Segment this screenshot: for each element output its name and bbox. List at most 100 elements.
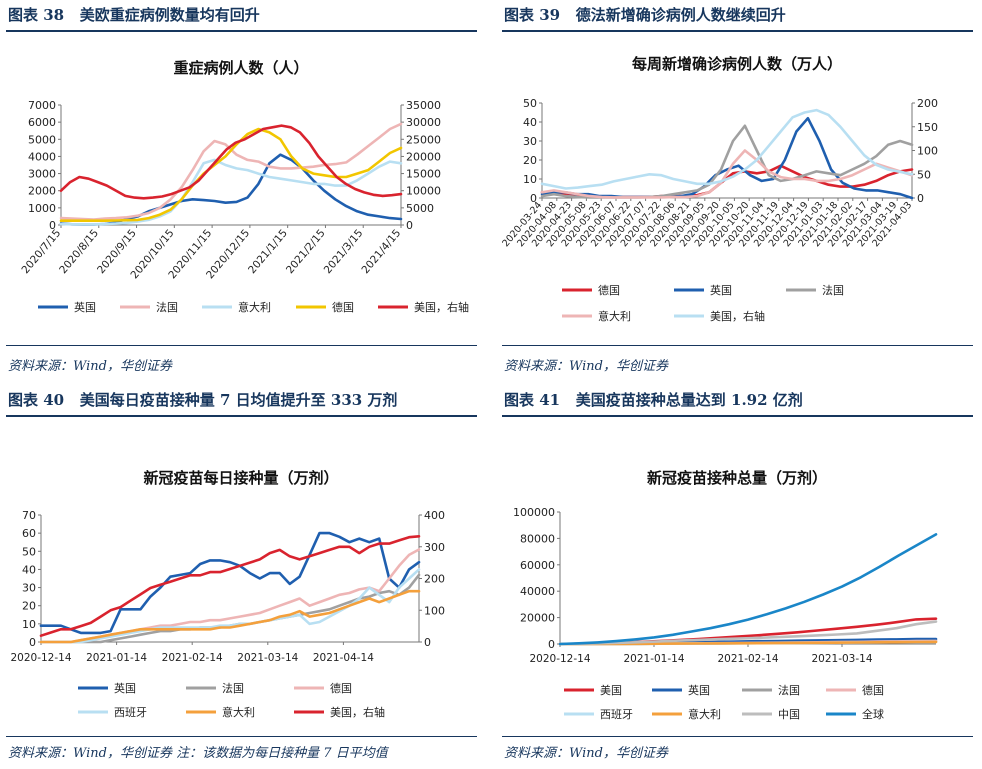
series-line-4 (59, 124, 403, 200)
y-tick-label-left: 20 (523, 154, 537, 167)
y-tick-label-left: 6000 (28, 116, 56, 129)
y-tick-label-right: 200 (424, 573, 445, 586)
y-tick-label-right: 25000 (406, 133, 441, 146)
legend-label: 德国 (330, 681, 352, 695)
series-line-2 (59, 158, 403, 226)
y-tick-label-right: 400 (424, 509, 445, 522)
chart-title: 每周新增确诊病例人数（万人） (632, 55, 842, 73)
source-rule (502, 345, 973, 346)
legend-label: 全球 (862, 707, 884, 721)
title-rule (502, 415, 973, 417)
x-tick-label: 2021-01-14 (623, 653, 684, 665)
series-line-3 (540, 149, 914, 199)
y-tick-label-right: 300 (424, 541, 445, 554)
legend-label: 英国 (114, 681, 136, 695)
legend-label: 法国 (778, 683, 800, 697)
series-line-5 (39, 535, 421, 637)
figure-title: 图表 39 德法新增确诊病例人数继续回升 (504, 6, 786, 24)
y-tick-label-right: 200 (917, 97, 938, 110)
y-tick-label-right: 100 (424, 604, 445, 617)
legend-label: 美国，右轴 (414, 300, 469, 314)
source-rule (6, 736, 477, 737)
y-tick-label-left: 0 (49, 219, 56, 232)
chart-title: 重症病例人数（人） (173, 59, 308, 77)
y-tick-label-left: 0 (530, 192, 537, 205)
source-note: 资料来源：Wind，华创证券 (504, 746, 668, 761)
legend-label: 意大利 (238, 300, 271, 314)
y-tick-label-left: 1000 (28, 202, 56, 215)
figure-41: 图表 41 美国疫苗接种总量达到 1.92 亿剂 新冠疫苗接种总量（万剂） 0 20… (502, 385, 973, 769)
y-tick-label-left: 100000 (513, 506, 555, 519)
legend-label: 意大利 (688, 707, 721, 721)
y-tick-label-left: 20 (22, 600, 36, 613)
y-tick-label-left: 10 (22, 618, 36, 631)
y-tick-label-left: 0 (548, 638, 555, 651)
chart-total-vaccinations: 新冠疫苗接种总量（万剂） 0 20000 40000 60000 80000 100000 2… (513, 469, 938, 721)
y-tick-label-right: 0 (917, 192, 924, 205)
y-tick-label-left: 40 (22, 563, 36, 576)
figure-38: 图表 38 美欧重症病例数量均有回升 重症病例人数（人） 0 1000 2000 300… (6, 0, 477, 384)
legend-label: 德国 (862, 683, 884, 697)
y-tick-label-left: 0 (29, 636, 36, 649)
chart-weekly-new-cases: 每周新增确诊病例人数（万人）01020304050050100150200202… (502, 55, 938, 323)
y-tick-label-left: 2000 (28, 185, 56, 198)
legend-label: 中国 (778, 708, 800, 721)
legend-label: 法国 (156, 300, 178, 314)
title-rule (6, 30, 477, 32)
y-tick-label-left: 4000 (28, 150, 56, 163)
x-tick-label: 2020-12-14 (10, 652, 71, 664)
y-tick-label-left: 3000 (28, 168, 56, 181)
y-tick-label-left: 20000 (520, 612, 555, 625)
legend-label: 意大利 (598, 309, 631, 323)
y-tick-label-left: 50 (523, 97, 537, 110)
x-tick-label: 2021/4/15 (359, 227, 403, 276)
figure-title: 图表 38 美欧重症病例数量均有回升 (8, 6, 260, 24)
x-tick-label: 2021-02-14 (717, 653, 778, 665)
legend-label: 法国 (222, 681, 244, 695)
legend-label: 西班牙 (114, 706, 147, 719)
x-tick-label: 2021-03-14 (237, 652, 298, 664)
legend-label: 美国 (600, 684, 622, 697)
series-line-6 (558, 620, 938, 646)
y-tick-label-left: 7000 (28, 99, 56, 112)
series-line-7 (558, 533, 938, 646)
x-tick-label: 2021-01-14 (86, 652, 147, 664)
y-tick-label-right: 5000 (406, 202, 434, 215)
y-tick-label-left: 70 (22, 509, 36, 522)
series-line-1 (59, 122, 403, 221)
legend-label: 英国 (688, 683, 710, 697)
legend-label: 美国，右轴 (330, 705, 385, 719)
legend-label: 意大利 (222, 705, 255, 719)
source-rule (502, 736, 973, 737)
series-line-4 (540, 108, 914, 190)
y-tick-label-left: 80000 (520, 532, 555, 545)
y-tick-label-left: 40 (523, 116, 537, 129)
series-line-4 (39, 589, 421, 644)
source-note: 资料来源：Wind，华创证券 (8, 359, 172, 374)
y-tick-label-right: 100 (917, 145, 938, 158)
y-tick-label-right: 50 (917, 168, 931, 181)
figure-39: 图表 39 德法新增确诊病例人数继续回升 每周新增确诊病例人数（万人） 0 10 20… (502, 0, 973, 384)
legend-label: 德国 (598, 283, 620, 297)
x-tick-label: 2021-03-14 (811, 653, 872, 665)
y-tick-label-left: 60000 (520, 559, 555, 572)
figure-40: 图表 40 美国每日疫苗接种量 7 日均值提升至 333 万剂 新冠疫苗每日接种… (6, 385, 477, 769)
source-rule (6, 345, 477, 346)
title-rule (6, 415, 477, 417)
y-tick-label-right: 35000 (406, 99, 441, 112)
source-note: 资料来源：Wind，华创证券 (504, 359, 668, 374)
legend-label: 德国 (332, 300, 354, 314)
y-tick-label-left: 10 (523, 173, 537, 186)
series-line-0 (39, 531, 421, 635)
x-tick-label: 2020-12-14 (529, 653, 590, 665)
y-tick-label-left: 40000 (520, 585, 555, 598)
y-tick-label-right: 20000 (406, 150, 441, 163)
y-tick-label-left: 50 (22, 545, 36, 558)
chart-title: 新冠疫苗接种总量（万剂） (647, 469, 827, 487)
y-tick-label-left: 5000 (28, 133, 56, 146)
y-tick-label-right: 30000 (406, 116, 441, 129)
figure-title: 图表 41 美国疫苗接种总量达到 1.92 亿剂 (504, 391, 803, 409)
title-rule (502, 30, 973, 32)
legend-label: 法国 (822, 283, 844, 297)
y-tick-label-right: 0 (406, 219, 413, 232)
